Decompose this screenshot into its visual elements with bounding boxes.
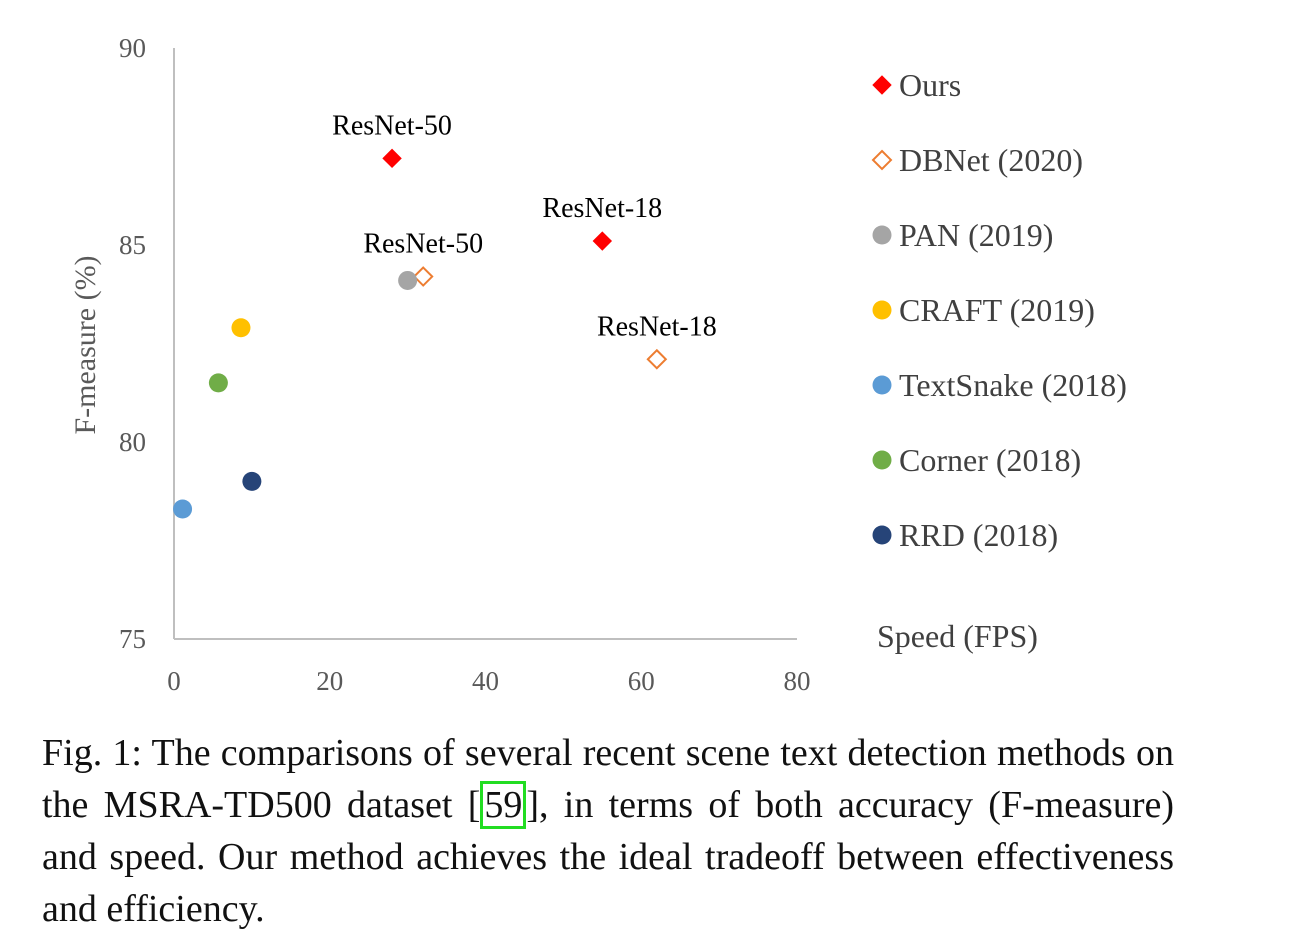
data-point — [592, 231, 613, 251]
caption-text-end: ], in terms of both accuracy (F-measure)… — [42, 784, 1174, 930]
legend-label: Corner (2018) — [899, 442, 1081, 478]
y-tick-label: 90 — [119, 33, 146, 63]
x-tick-label: 40 — [472, 666, 499, 696]
point-label: ResNet-18 — [542, 193, 662, 224]
legend-label: Ours — [899, 67, 961, 103]
legend-item: DBNet (2020) — [871, 142, 1083, 178]
legend-marker — [871, 149, 893, 171]
legend-label: CRAFT (2019) — [899, 292, 1095, 328]
caption-text-start: Fig. 1: The comparisons of several recen… — [42, 732, 1174, 826]
point-label: ResNet-18 — [597, 311, 717, 342]
figure-caption: Fig. 1: The comparisons of several recen… — [42, 727, 1174, 935]
legend-item: TextSnake (2018) — [872, 367, 1127, 403]
legend-marker — [872, 300, 892, 320]
data-point — [208, 373, 228, 393]
data-point — [646, 348, 668, 370]
legend-marker — [872, 375, 892, 395]
legend-label: RRD (2018) — [899, 517, 1058, 553]
y-tick-label: 85 — [119, 230, 146, 260]
data-point — [382, 148, 402, 169]
legend-marker — [872, 225, 892, 245]
data-point — [242, 471, 262, 491]
legend-item: PAN (2019) — [872, 217, 1053, 253]
legend-marker — [872, 525, 892, 545]
legend-marker — [872, 75, 892, 95]
legend-item: Corner (2018) — [872, 442, 1081, 478]
citation-link[interactable]: 59 — [480, 781, 527, 829]
y-tick-label: 80 — [119, 427, 146, 457]
axes — [173, 48, 797, 640]
legend-item: CRAFT (2019) — [872, 292, 1095, 328]
scatter-chart: 0 20 40 60 80 75 80 85 90 F-measure (%) Speed (F… — [69, 33, 1127, 696]
y-axis-label: F-measure (%) — [69, 255, 102, 434]
data-point — [231, 318, 251, 338]
tick-labels: 0 20 40 60 80 75 80 85 90 — [119, 33, 811, 696]
x-axis-label: Speed (FPS) — [877, 618, 1038, 654]
legend-item: RRD (2018) — [872, 517, 1058, 553]
data-points — [173, 148, 668, 519]
point-annotations: ResNet-50 ResNet-18 ResNet-50 ResNet-18 — [332, 110, 717, 342]
data-point — [412, 266, 434, 287]
legend-label: PAN (2019) — [899, 217, 1053, 253]
x-tick-label: 20 — [316, 666, 343, 696]
legend-label: DBNet (2020) — [899, 142, 1083, 178]
legend-label: TextSnake (2018) — [899, 367, 1127, 403]
point-label: ResNet-50 — [363, 229, 483, 260]
y-tick-label: 75 — [119, 624, 146, 654]
legend: Ours DBNet (2020) PAN (2019) CRAFT (2019) Te… — [871, 67, 1127, 553]
x-tick-label: 80 — [784, 666, 811, 696]
data-point — [398, 270, 418, 290]
data-point — [173, 499, 193, 519]
point-label: ResNet-50 — [332, 110, 452, 141]
x-tick-label: 60 — [628, 666, 655, 696]
legend-item: Ours — [872, 67, 961, 103]
x-tick-label: 0 — [167, 666, 181, 696]
legend-marker — [872, 450, 892, 470]
